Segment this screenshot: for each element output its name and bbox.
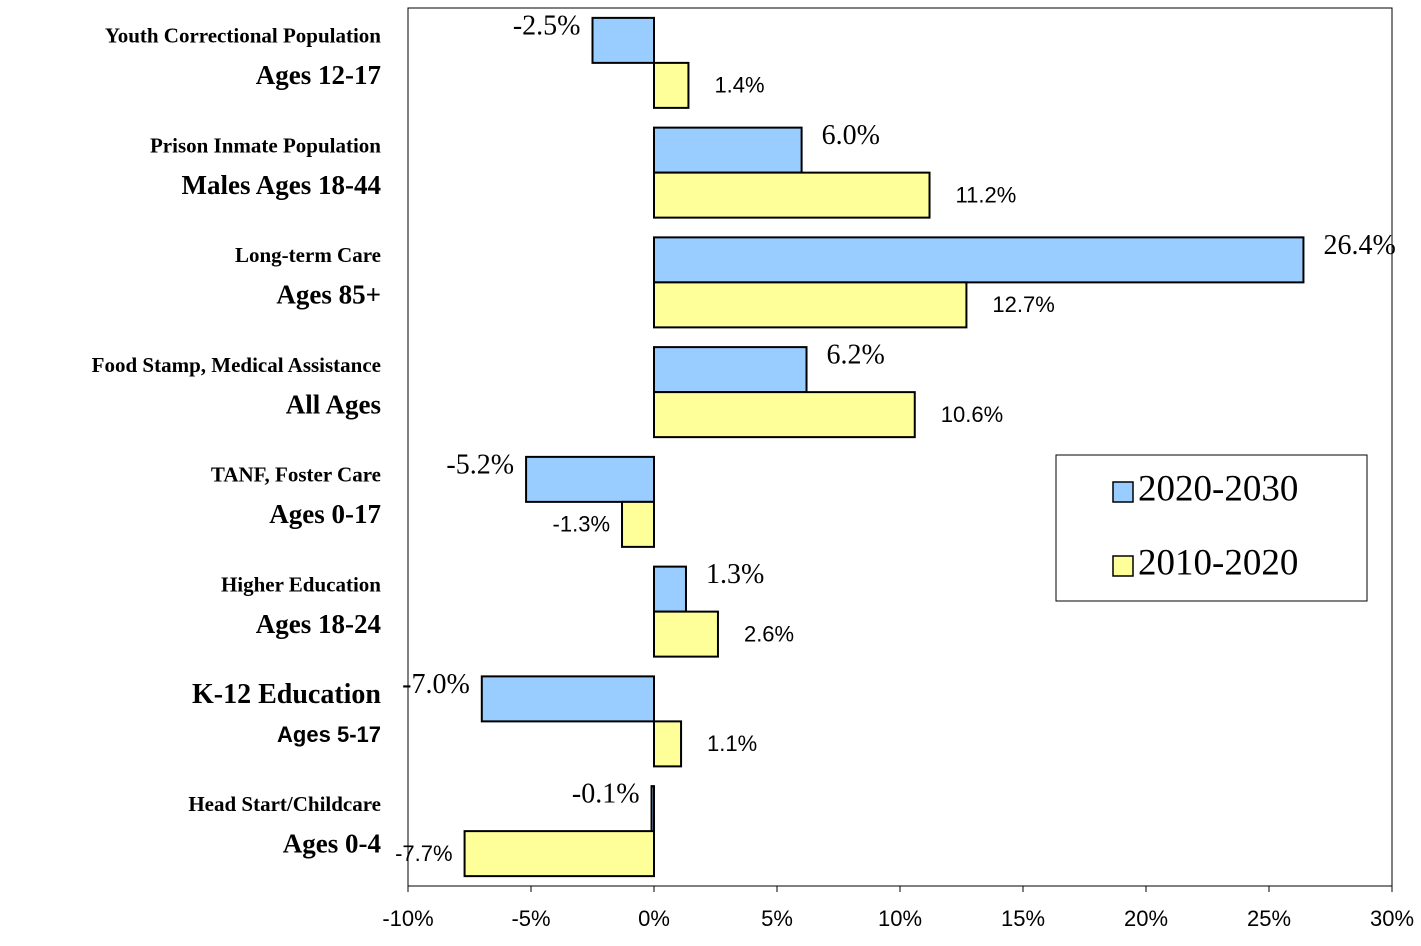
bar bbox=[525, 455, 656, 503]
value-label: -1.3% bbox=[553, 512, 610, 537]
bar bbox=[653, 171, 931, 219]
value-label: 26.4% bbox=[1323, 230, 1395, 261]
value-label: -7.7% bbox=[395, 841, 452, 866]
value-label: 1.3% bbox=[706, 559, 764, 590]
category-label: Males Ages 18-44 bbox=[182, 170, 381, 200]
x-tick-label: -10% bbox=[382, 906, 433, 931]
bar bbox=[653, 126, 803, 174]
x-tick-label: 30% bbox=[1370, 906, 1414, 931]
category-label: Long-term Care bbox=[235, 243, 381, 267]
category-label: All Ages bbox=[286, 389, 381, 419]
bar bbox=[653, 391, 916, 439]
category-label: Higher Education bbox=[221, 572, 381, 596]
category-label: Youth Correctional Population bbox=[105, 24, 381, 48]
bar bbox=[480, 675, 655, 723]
legend-label: 2020-2030 bbox=[1138, 468, 1298, 509]
category-label: Ages 18-24 bbox=[256, 609, 381, 639]
x-tick-label: 20% bbox=[1124, 906, 1168, 931]
value-label: -2.5% bbox=[513, 10, 581, 41]
value-label: -5.2% bbox=[446, 449, 514, 480]
legend-label: 2010-2020 bbox=[1138, 542, 1298, 583]
category-label: Food Stamp, Medical Assistance bbox=[92, 353, 381, 377]
bar bbox=[653, 281, 968, 329]
value-label: 1.1% bbox=[707, 731, 757, 756]
bar bbox=[650, 785, 655, 833]
x-tick-label: 0% bbox=[638, 906, 670, 931]
category-label: Ages 0-17 bbox=[269, 499, 381, 529]
value-label: 1.4% bbox=[714, 73, 764, 98]
bar bbox=[463, 830, 655, 878]
value-label: 10.6% bbox=[941, 402, 1003, 427]
category-label: K-12 Education bbox=[192, 679, 381, 710]
category-label: Ages 12-17 bbox=[256, 60, 381, 90]
x-tick-label: -5% bbox=[511, 906, 550, 931]
legend-swatch bbox=[1112, 481, 1134, 503]
value-label: 6.2% bbox=[827, 340, 885, 371]
bar bbox=[653, 565, 687, 613]
value-label: 2.6% bbox=[744, 621, 794, 646]
legend-swatch bbox=[1112, 555, 1134, 577]
x-tick-label: 5% bbox=[761, 906, 793, 931]
bar bbox=[653, 236, 1305, 284]
value-label: 6.0% bbox=[822, 120, 880, 151]
bar bbox=[653, 610, 719, 658]
category-label: Ages 85+ bbox=[276, 280, 381, 310]
x-tick-label: 25% bbox=[1247, 906, 1291, 931]
x-tick-label: 10% bbox=[878, 906, 922, 931]
category-label: TANF, Foster Care bbox=[211, 463, 381, 487]
bar bbox=[653, 346, 808, 394]
value-label: 11.2% bbox=[956, 182, 1017, 207]
x-tick-label: 15% bbox=[1001, 906, 1045, 931]
legend-box bbox=[1055, 454, 1368, 602]
category-label: Ages 0-4 bbox=[283, 828, 381, 858]
bar bbox=[621, 500, 656, 548]
bar bbox=[653, 61, 690, 109]
bar bbox=[591, 16, 655, 64]
category-label: Ages 5-17 bbox=[277, 722, 381, 747]
value-label: 12.7% bbox=[992, 292, 1054, 317]
value-label: -0.1% bbox=[572, 779, 640, 810]
category-label: Head Start/Childcare bbox=[188, 792, 381, 816]
bar bbox=[653, 720, 683, 768]
category-label: Prison Inmate Population bbox=[150, 133, 381, 157]
value-label: -7.0% bbox=[402, 669, 470, 700]
plot-area bbox=[407, 7, 1393, 887]
